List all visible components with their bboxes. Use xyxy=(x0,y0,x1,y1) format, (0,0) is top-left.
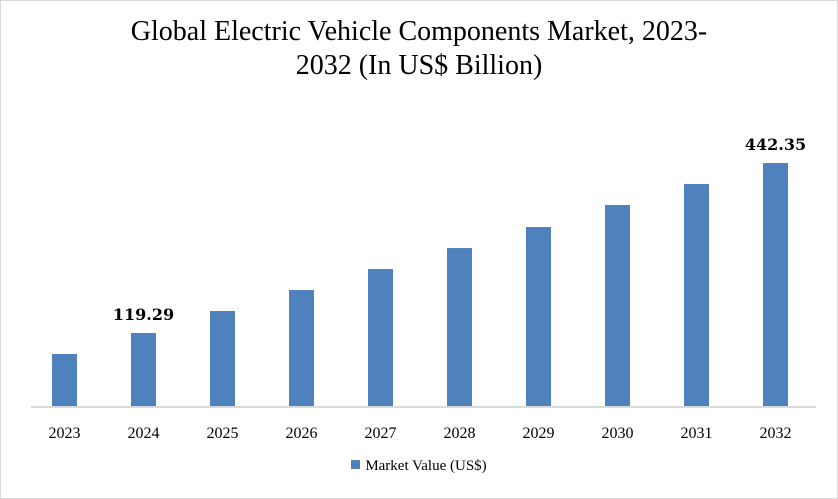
bar-2027 xyxy=(368,269,393,406)
data-label-2032: 442.35 xyxy=(745,135,806,154)
legend-label: Market Value (US$) xyxy=(365,458,487,474)
bar-2030 xyxy=(605,204,630,406)
bar-2026 xyxy=(289,290,314,406)
chart-title-line-1: Global Electric Vehicle Components Marke… xyxy=(130,16,708,47)
x-tick-label-2025: 2025 xyxy=(207,425,239,442)
x-tick-label-2032: 2032 xyxy=(760,425,792,442)
bar-2029 xyxy=(526,227,551,406)
x-tick-label-2029: 2029 xyxy=(523,425,555,442)
chart-title: Global Electric Vehicle Components Marke… xyxy=(1,15,837,83)
x-tick-label-2028: 2028 xyxy=(444,425,476,442)
x-tick-label-2031: 2031 xyxy=(681,425,713,442)
legend: Market Value (US$) xyxy=(1,458,837,475)
bar-2024 xyxy=(131,333,156,406)
bar-2025 xyxy=(210,311,235,406)
x-tick-label-2030: 2030 xyxy=(602,425,634,442)
x-tick-label-2026: 2026 xyxy=(286,425,318,442)
bar-2023 xyxy=(52,354,77,406)
bar-2031 xyxy=(684,183,709,406)
legend-swatch xyxy=(351,460,361,469)
chart-title-line-2: 2032 (In US$ Billion) xyxy=(295,50,543,81)
x-tick-label-2024: 2024 xyxy=(128,425,160,442)
data-label-2024: 119.29 xyxy=(113,305,174,324)
bar-2028 xyxy=(447,248,472,406)
x-tick-label-2027: 2027 xyxy=(365,425,397,442)
x-tick-label-2023: 2023 xyxy=(49,425,81,442)
bar-2032 xyxy=(763,163,788,406)
